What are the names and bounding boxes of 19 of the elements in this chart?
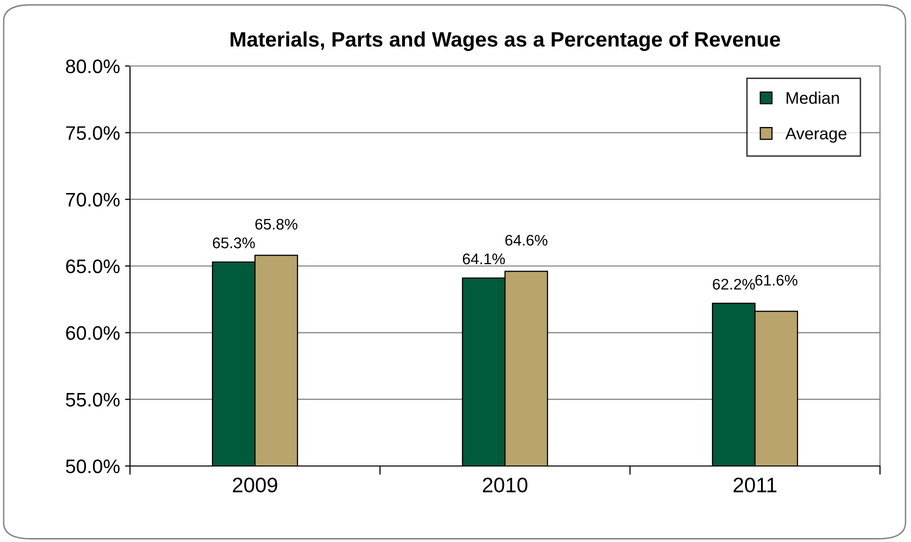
data-label: 64.6% bbox=[505, 234, 548, 246]
y-tick-label: 50.0% bbox=[66, 459, 120, 474]
x-tick-label: 2010 bbox=[482, 478, 528, 492]
y-tick-label: 60.0% bbox=[66, 326, 120, 340]
data-label: 62.2% bbox=[712, 278, 755, 290]
data-label: 65.3% bbox=[212, 237, 255, 248]
y-tick-label: 80.0% bbox=[66, 59, 120, 74]
data-label: 64.1% bbox=[462, 253, 505, 264]
chart-title: Materials, Parts and Wages as a Percentage of Revenue bbox=[230, 31, 780, 51]
y-tick-label: 65.0% bbox=[66, 259, 120, 274]
x-tick-label: 2011 bbox=[734, 478, 776, 492]
data-label: 61.6% bbox=[755, 274, 798, 286]
legend-label: Median bbox=[786, 92, 839, 104]
y-tick-label: 55.0% bbox=[66, 392, 120, 407]
data-label: 65.8% bbox=[255, 218, 298, 230]
legend-label: Average bbox=[785, 128, 846, 143]
y-tick-label: 75.0% bbox=[66, 126, 120, 140]
x-tick-label: 2009 bbox=[232, 478, 278, 492]
y-tick-label: 70.0% bbox=[66, 192, 120, 207]
